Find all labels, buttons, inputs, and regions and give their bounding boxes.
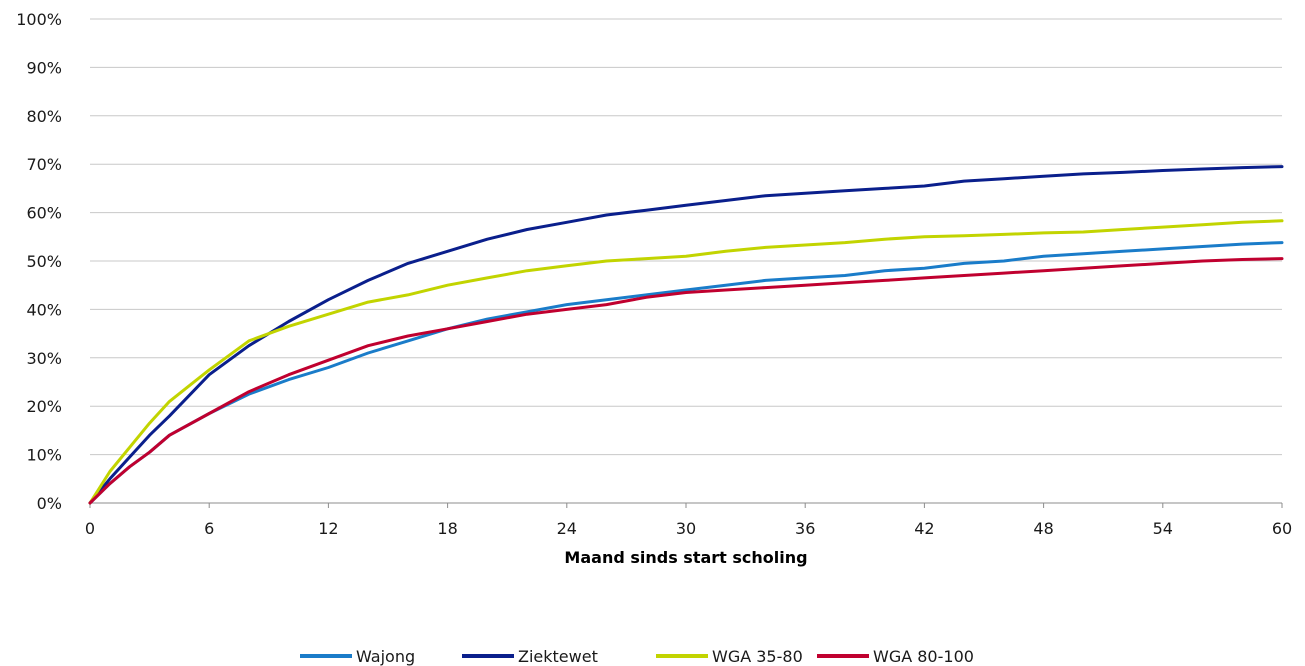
x-axis-ticks: 0 6 12 18 24 30 36 42 48 54 60 <box>85 503 1292 538</box>
x-tick-label: 12 <box>318 519 338 538</box>
y-tick-label: 100% <box>16 10 62 29</box>
y-tick-label: 60% <box>26 204 62 223</box>
legend-label-ziektewet: Ziektewet <box>518 647 598 666</box>
x-tick-label: 42 <box>914 519 934 538</box>
y-tick-label: 10% <box>26 446 62 465</box>
series-line-wga-35-80 <box>88 219 1284 505</box>
x-tick-label: 36 <box>795 519 815 538</box>
y-tick-label: 50% <box>26 252 62 271</box>
x-tick-label: 48 <box>1033 519 1053 538</box>
gridlines <box>90 18 1282 456</box>
x-tick-label: 18 <box>437 519 457 538</box>
y-tick-label: 90% <box>26 58 62 77</box>
series-lines <box>88 165 1284 505</box>
y-tick-label: 0% <box>37 494 62 513</box>
x-tick-label: 6 <box>204 519 214 538</box>
x-tick-label: 60 <box>1272 519 1292 538</box>
y-tick-label: 80% <box>26 107 62 126</box>
series-line-wga-80-100 <box>88 257 1284 505</box>
series-line-ziektewet <box>88 165 1284 505</box>
x-tick-label: 0 <box>85 519 95 538</box>
x-axis-label: Maand sinds start scholing <box>564 548 807 567</box>
legend: Wajong Ziektewet WGA 35-80 WGA 80-100 <box>300 647 974 666</box>
legend-label-wajong: Wajong <box>356 647 415 666</box>
x-tick-label: 54 <box>1153 519 1173 538</box>
y-tick-label: 30% <box>26 349 62 368</box>
y-axis-ticks: 0% 10% 20% 30% 40% 50% 60% 70% 80% 90% 100% <box>16 10 62 513</box>
y-tick-label: 20% <box>26 397 62 416</box>
x-tick-label: 30 <box>676 519 696 538</box>
y-tick-label: 70% <box>26 155 62 174</box>
legend-label-wga-35-80: WGA 35-80 <box>712 647 803 666</box>
legend-label-wga-80-100: WGA 80-100 <box>873 647 974 666</box>
series-line-wajong <box>88 241 1284 505</box>
x-tick-label: 24 <box>557 519 577 538</box>
y-tick-label: 40% <box>26 300 62 319</box>
